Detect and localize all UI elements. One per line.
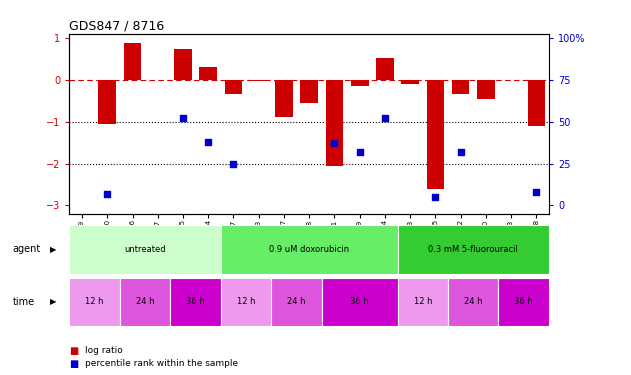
Bar: [174, 49, 192, 80]
Bar: [427, 80, 444, 189]
Text: agent: agent: [13, 244, 41, 254]
Text: 0.3 mM 5-fluorouracil: 0.3 mM 5-fluorouracil: [428, 245, 518, 254]
Bar: [351, 80, 369, 86]
Point: [531, 189, 541, 195]
Bar: [170, 278, 221, 326]
Bar: [401, 80, 419, 84]
Bar: [300, 80, 318, 103]
Point: [102, 190, 112, 196]
Point: [380, 115, 390, 121]
Point: [456, 149, 466, 155]
Bar: [69, 278, 120, 326]
Text: ▶: ▶: [50, 245, 57, 254]
Text: 12 h: 12 h: [85, 297, 104, 306]
Point: [329, 140, 339, 146]
Bar: [528, 80, 545, 126]
Bar: [275, 80, 293, 117]
Text: 36 h: 36 h: [514, 297, 533, 306]
Point: [178, 115, 188, 121]
Bar: [448, 278, 498, 326]
Bar: [398, 278, 448, 326]
Text: ▶: ▶: [50, 297, 57, 306]
Bar: [120, 278, 170, 326]
Bar: [199, 67, 217, 80]
Text: 12 h: 12 h: [237, 297, 256, 306]
Bar: [477, 80, 495, 99]
Text: 36 h: 36 h: [186, 297, 205, 306]
Text: ■: ■: [69, 359, 79, 369]
Point: [228, 160, 239, 166]
Text: 0.9 uM doxorubicin: 0.9 uM doxorubicin: [269, 245, 349, 254]
Bar: [376, 58, 394, 80]
Bar: [221, 278, 271, 326]
Bar: [452, 80, 469, 94]
Text: 24 h: 24 h: [136, 297, 155, 306]
Bar: [124, 44, 141, 80]
Point: [430, 194, 440, 200]
Text: untreated: untreated: [124, 245, 166, 254]
Bar: [98, 80, 116, 124]
Bar: [69, 225, 221, 274]
Text: percentile rank within the sample: percentile rank within the sample: [85, 359, 239, 368]
Text: 36 h: 36 h: [350, 297, 369, 306]
Text: log ratio: log ratio: [85, 346, 123, 355]
Text: 24 h: 24 h: [464, 297, 483, 306]
Bar: [271, 278, 322, 326]
Bar: [498, 278, 549, 326]
Bar: [326, 80, 343, 166]
Bar: [322, 278, 398, 326]
Bar: [398, 225, 549, 274]
Text: time: time: [13, 297, 35, 307]
Text: ■: ■: [69, 346, 79, 355]
Text: GDS847 / 8716: GDS847 / 8716: [69, 20, 165, 33]
Text: 12 h: 12 h: [413, 297, 432, 306]
Bar: [221, 225, 398, 274]
Point: [355, 149, 365, 155]
Bar: [225, 80, 242, 94]
Point: [203, 139, 213, 145]
Text: 24 h: 24 h: [287, 297, 306, 306]
Bar: [250, 80, 268, 81]
